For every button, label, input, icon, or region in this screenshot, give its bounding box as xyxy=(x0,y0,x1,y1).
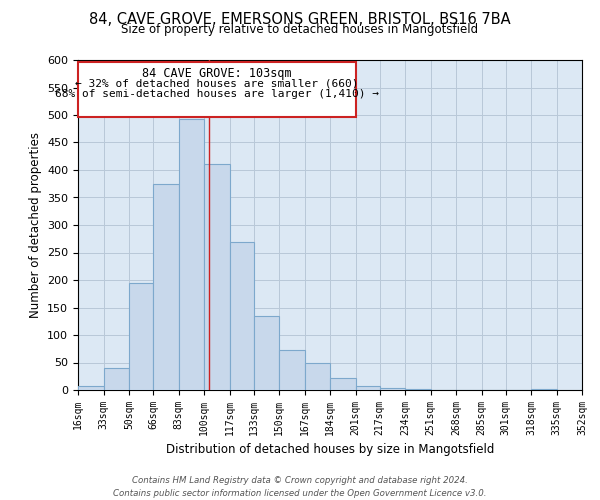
Bar xyxy=(531,389,557,390)
Bar xyxy=(153,184,179,390)
Bar xyxy=(254,316,279,390)
Text: ← 32% of detached houses are smaller (660): ← 32% of detached houses are smaller (66… xyxy=(75,78,359,88)
Bar xyxy=(204,164,229,390)
Text: 84, CAVE GROVE, EMERSONS GREEN, BRISTOL, BS16 7BA: 84, CAVE GROVE, EMERSONS GREEN, BRISTOL,… xyxy=(89,12,511,28)
Bar xyxy=(330,378,355,390)
Y-axis label: Number of detached properties: Number of detached properties xyxy=(29,132,41,318)
Bar xyxy=(179,120,204,390)
Text: Size of property relative to detached houses in Mangotsfield: Size of property relative to detached ho… xyxy=(121,22,479,36)
Bar xyxy=(355,386,380,390)
Bar xyxy=(104,368,129,390)
Bar xyxy=(380,388,405,390)
FancyBboxPatch shape xyxy=(78,62,355,116)
Bar xyxy=(305,362,330,390)
Bar xyxy=(279,350,305,390)
Bar xyxy=(78,386,104,390)
Text: Contains HM Land Registry data © Crown copyright and database right 2024.
Contai: Contains HM Land Registry data © Crown c… xyxy=(113,476,487,498)
Text: 68% of semi-detached houses are larger (1,410) →: 68% of semi-detached houses are larger (… xyxy=(55,89,379,99)
Bar xyxy=(229,242,254,390)
Text: 84 CAVE GROVE: 103sqm: 84 CAVE GROVE: 103sqm xyxy=(142,67,292,80)
Bar xyxy=(129,283,153,390)
X-axis label: Distribution of detached houses by size in Mangotsfield: Distribution of detached houses by size … xyxy=(166,444,494,456)
